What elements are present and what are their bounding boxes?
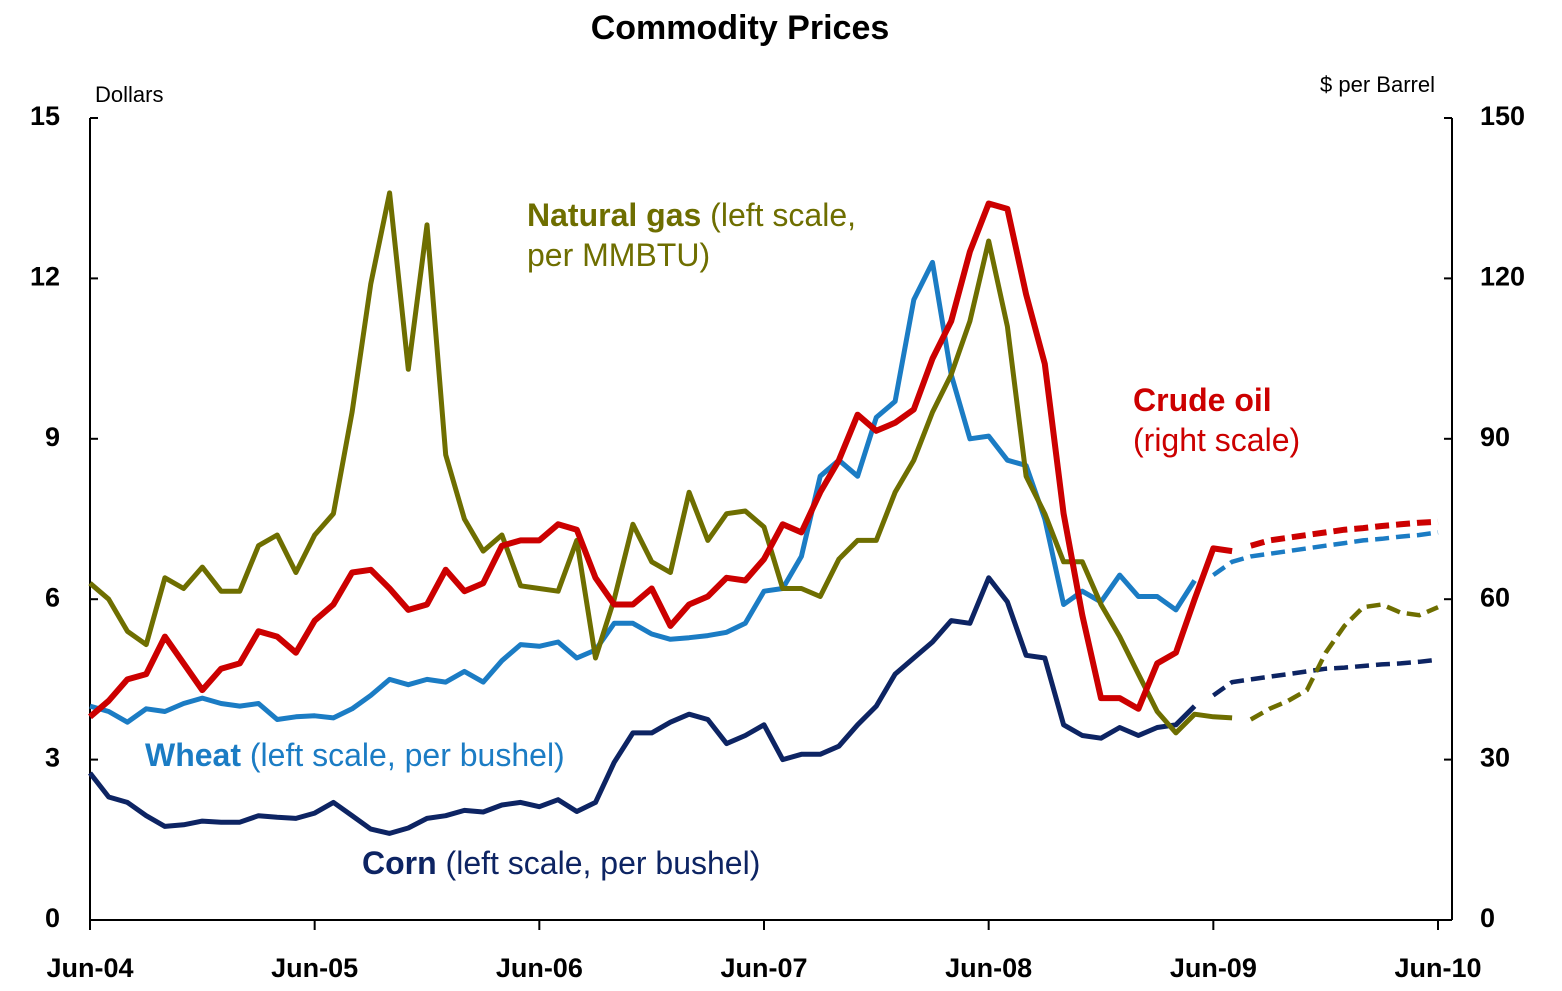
y2-tick-label: 120: [1480, 262, 1525, 292]
series-note: (left scale, per bushel): [445, 845, 761, 881]
y-tick-label: 6: [45, 582, 60, 612]
x-tick-label: Jun-07: [720, 953, 807, 983]
y-tick-label: 9: [45, 422, 60, 452]
series-line: [88, 190, 1233, 736]
series-note: (left scale, per bushel): [249, 737, 565, 773]
y2-tick-label: 90: [1480, 422, 1510, 452]
y-tick-label: 15: [30, 101, 60, 131]
x-tick-label: Jun-04: [46, 953, 133, 983]
x-tick-label: Jun-10: [1394, 953, 1481, 983]
x-tick-label: Jun-06: [496, 953, 583, 983]
series-forecast-line: [1212, 657, 1439, 698]
y2-tick-label: 60: [1480, 582, 1510, 612]
y2-tick-label: 0: [1480, 903, 1495, 933]
series-line: [88, 575, 1197, 836]
series-name: Corn: [362, 845, 437, 881]
x-tick-label: Jun-08: [945, 953, 1032, 983]
chart-title: Commodity Prices: [591, 9, 890, 47]
y2-tick-label: 150: [1480, 101, 1525, 131]
series-label: Natural gas (left scale, per MMBTU): [527, 195, 857, 275]
series-label: Crude oil (right scale): [1133, 380, 1343, 460]
series-forecast-line: [1249, 518, 1439, 549]
series-forecast-line: [1249, 602, 1439, 722]
series-note: (right scale): [1133, 422, 1301, 458]
y2-axis-label: $ per Barrel: [1320, 72, 1435, 97]
y2-tick-label: 30: [1480, 743, 1510, 773]
series-label: Corn (left scale, per bushel): [362, 843, 922, 883]
series-line: [88, 200, 1233, 720]
series-name: Wheat: [145, 737, 241, 773]
series-line: [89, 259, 1197, 725]
y-tick-label: 0: [45, 903, 60, 933]
series-name: Natural gas: [527, 197, 702, 233]
x-tick-label: Jun-09: [1170, 953, 1257, 983]
series-forecast-line: [1212, 530, 1439, 577]
series-label: Wheat (left scale, per bushel): [145, 735, 705, 775]
y-tick-label: 12: [30, 262, 60, 292]
y-tick-label: 3: [45, 743, 60, 773]
x-tick-label: Jun-05: [271, 953, 358, 983]
series-note: (left scale, per MMBTU): [527, 197, 856, 273]
y-axis-label: Dollars: [95, 82, 163, 107]
series-name: Crude oil: [1133, 382, 1272, 418]
